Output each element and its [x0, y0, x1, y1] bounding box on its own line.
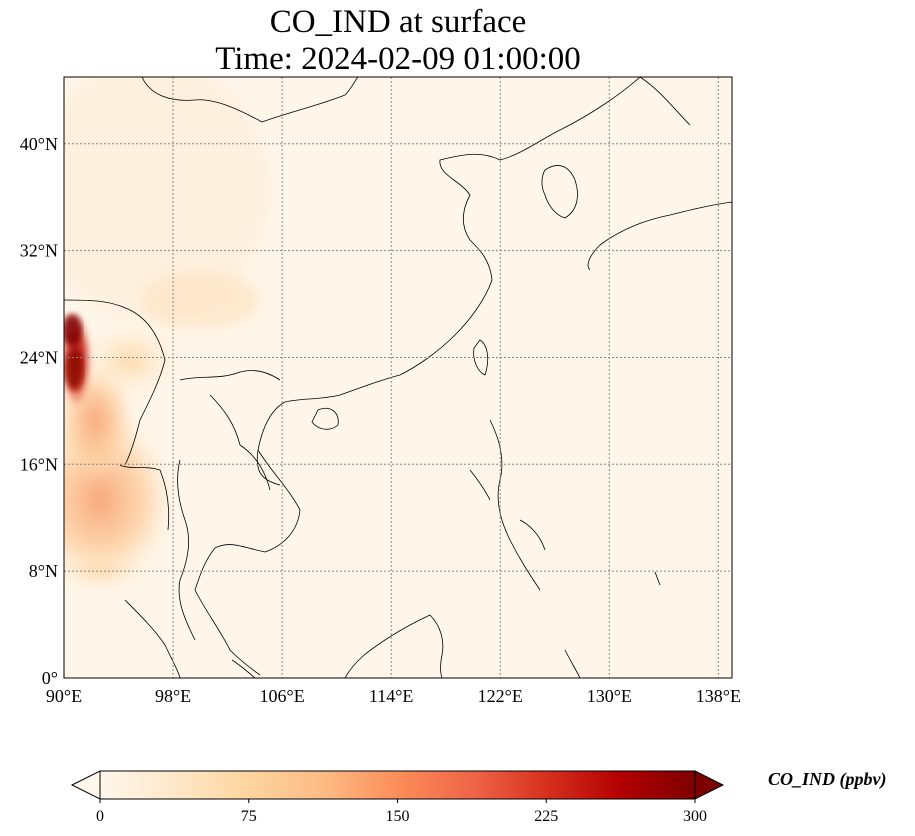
colorbar-label: CO_IND (ppbv) [768, 769, 887, 789]
lat-tick-label: 0° [42, 668, 58, 688]
lat-tick-label: 16°N [20, 454, 58, 474]
colorbar-extend-max [694, 770, 725, 800]
lon-tick-label: 130°E [587, 686, 632, 706]
lon-tick-label: 106°E [260, 686, 305, 706]
colorbar-gradient [99, 770, 696, 800]
lat-tick-label: 24°N [20, 347, 58, 367]
lat-tick-labels: 0° 8°N 16°N 24°N 32°N 40°N [20, 134, 58, 688]
map-gridlines [64, 77, 732, 678]
colorbar-tick-label: 300 [683, 808, 707, 825]
lon-tick-label: 138°E [696, 686, 741, 706]
lon-tick-labels: 90°E 98°E 106°E 114°E 122°E 130°E 138°E [46, 686, 741, 706]
lat-tick-label: 40°N [20, 134, 58, 154]
map-frame [63, 76, 733, 679]
colorbar-tick-label: 225 [534, 808, 558, 825]
colorbar-tick-label: 150 [386, 808, 410, 825]
lat-tick-label: 8°N [29, 561, 58, 581]
colorbar-tick-label: 0 [96, 808, 104, 825]
map-title: CO_IND at surface [269, 4, 527, 40]
coastlines [64, 77, 732, 678]
lat-tick-label: 32°N [20, 241, 58, 261]
colorbar-tick-label: 75 [241, 808, 257, 825]
lon-tick-label: 114°E [369, 686, 414, 706]
lon-tick-label: 90°E [46, 686, 82, 706]
colorbar: 0 75 150 225 300 [70, 770, 725, 825]
colorbar-extend-min [70, 770, 101, 800]
colorbar-ticks: 0 75 150 225 300 [96, 799, 707, 825]
lon-tick-label: 98°E [155, 686, 191, 706]
concentration-field [64, 77, 732, 678]
lon-tick-label: 122°E [478, 686, 523, 706]
map-subtitle-time: Time: 2024-02-09 01:00:00 [215, 41, 581, 77]
